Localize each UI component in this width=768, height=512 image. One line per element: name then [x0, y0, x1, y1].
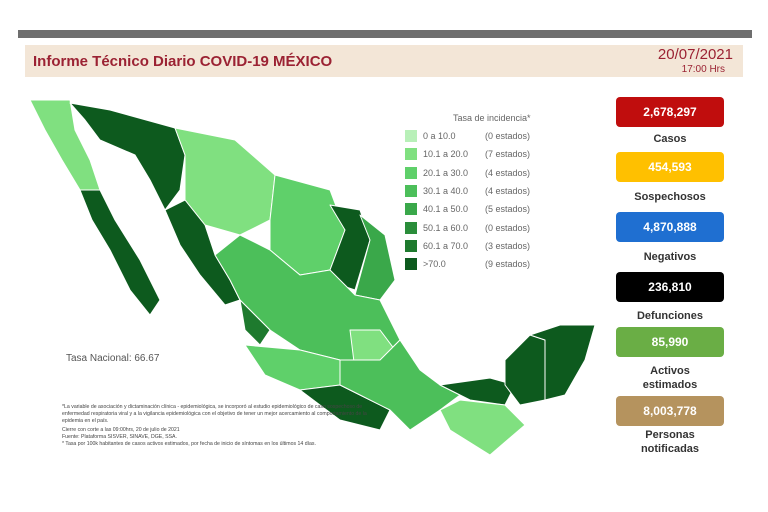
legend-row: 20.1 a 30.0 (4 estados)	[405, 164, 555, 182]
range: 40.1 a 50.0	[423, 204, 469, 215]
swatch	[405, 258, 417, 271]
time: 17:00 Hrs	[681, 64, 725, 75]
title: Informe Técnico Diario COVID-19 MÉXICO	[33, 53, 333, 70]
top-bar	[18, 30, 752, 38]
range: 0 a 10.0	[423, 131, 456, 142]
count: (3 estados)	[485, 240, 531, 251]
stat-label: Personas notificadas	[640, 429, 700, 455]
swatch	[405, 130, 417, 143]
count: (9 estados)	[485, 259, 531, 270]
stat-label: Sospechosos	[634, 191, 706, 203]
swatch	[405, 221, 417, 234]
range: 50.1 a 60.0	[423, 222, 469, 233]
range: 20.1 a 30.0	[423, 167, 469, 178]
stat-value: 4,870,888	[616, 212, 724, 242]
map	[29, 99, 596, 456]
stat-label: Negativos	[643, 251, 697, 263]
footnote: * Tasa por 100k habitantes de casos acti…	[62, 440, 316, 447]
stat-label: Activos estimados	[642, 365, 698, 391]
swatch	[405, 166, 417, 179]
swatch	[405, 239, 417, 252]
swatch	[405, 203, 417, 216]
count: (7 estados)	[485, 149, 531, 160]
stat-label: Defunciones	[636, 310, 703, 322]
range: 60.1 a 70.0	[423, 240, 469, 251]
legend-row: 30.1 a 40.0 (4 estados)	[405, 182, 555, 200]
region	[79, 189, 161, 316]
stat-value: 236,810	[616, 272, 724, 302]
count: (0 estados)	[485, 222, 531, 233]
stat-value: 2,678,297	[616, 97, 724, 127]
legend-row: >70.0 (9 estados)	[405, 255, 555, 273]
region	[504, 334, 546, 406]
region	[439, 399, 526, 456]
legend-row: 10.1 a 20.0 (7 estados)	[405, 145, 555, 163]
national-rate: Tasa Nacional: 66.67	[66, 353, 160, 364]
count: (4 estados)	[485, 186, 531, 197]
stat-value: 454,593	[616, 152, 724, 182]
footnotes: *La variable de asociación y dictaminaci…	[62, 404, 382, 448]
date: 20/07/2021	[657, 46, 733, 63]
legend-title: Tasa de incidencia*	[453, 113, 531, 123]
count: (5 estados)	[485, 204, 531, 215]
legend: Tasa de incidencia* 0 a 10.0 (0 estados) …	[405, 113, 555, 273]
footnote: Cierre con corte a las 09:00hrs, 20 de j…	[62, 427, 180, 434]
swatch	[405, 185, 417, 198]
swatch	[405, 148, 417, 161]
region	[339, 339, 461, 431]
stat-value: 85,990	[616, 327, 724, 357]
count: (0 estados)	[485, 131, 531, 142]
legend-row: 50.1 a 60.0 (0 estados)	[405, 218, 555, 236]
header: Informe Técnico Diario COVID-19 MÉXICO 2…	[25, 45, 743, 77]
region	[439, 377, 516, 406]
legend-row: 0 a 10.0 (0 estados)	[405, 127, 555, 145]
range: 10.1 a 20.0	[423, 149, 469, 160]
range: >70.0	[423, 259, 446, 270]
region	[239, 299, 271, 346]
count: (4 estados)	[485, 167, 531, 178]
footnote: Fuente: Plataforma SISVER, SINAVE, DGE, …	[62, 434, 177, 440]
legend-row: 60.1 a 70.0 (3 estados)	[405, 237, 555, 255]
stat-label: Casos	[653, 133, 687, 145]
legend-row: 40.1 a 50.0 (5 estados)	[405, 200, 555, 218]
region	[529, 324, 596, 401]
range: 30.1 a 40.0	[423, 186, 469, 197]
footnote: *La variable de asociación y dictaminaci…	[62, 404, 367, 424]
stat-value: 8,003,778	[616, 396, 724, 426]
